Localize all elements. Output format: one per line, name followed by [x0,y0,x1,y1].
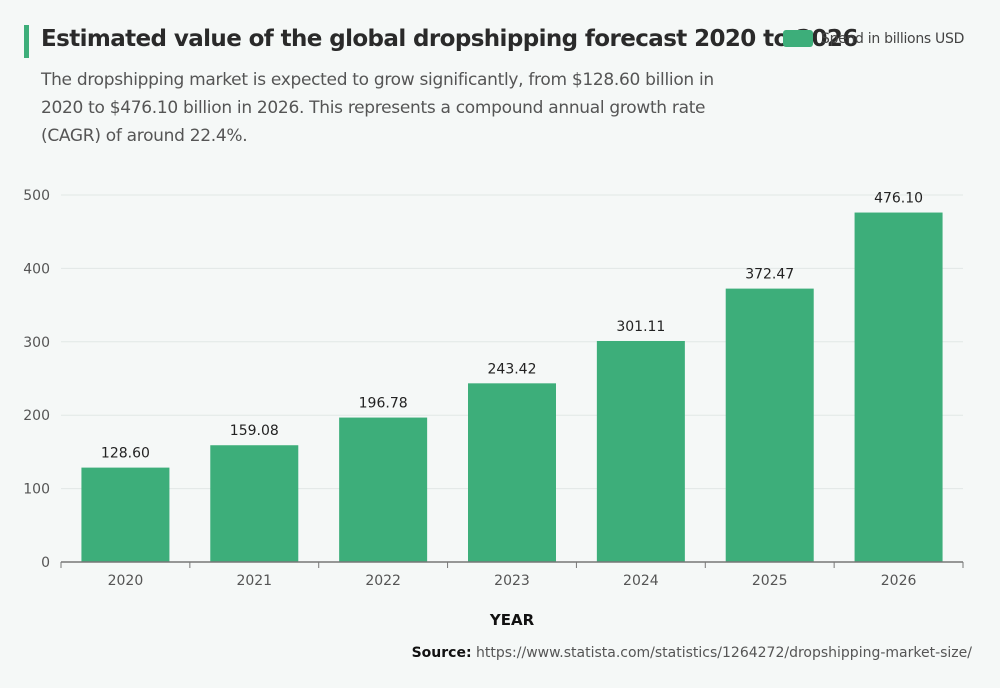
data-label-2020: 128.60 [101,446,150,462]
source-label: Source: [411,645,472,661]
chart-subtitle: The dropshipping market is expected to g… [41,70,714,146]
data-label-2026: 476.10 [874,191,923,207]
x-tick-label: 2021 [236,573,272,589]
title-accent-bar [24,25,29,58]
bar-2024 [596,340,685,562]
source-url[interactable]: https://www.statista.com/statistics/1264… [476,645,972,661]
data-label-2022: 196.78 [359,396,408,412]
x-tick-label: 2024 [623,573,659,589]
bar-2023 [468,383,556,562]
y-tick-label: 200 [23,408,50,424]
chart-title: Estimated value of the global dropshippi… [41,26,858,52]
bar-2020 [81,467,170,562]
legend-swatch [783,30,813,47]
legend-label: Spend in billions USD [821,30,965,47]
x-tick-label: 2025 [752,573,788,589]
x-axis-title: YEAR [489,611,535,629]
data-label-2021: 159.08 [230,423,279,439]
bar-2025 [725,288,814,562]
bar-2022 [339,417,428,562]
data-label-2024: 301.11 [616,319,665,335]
y-tick-label: 100 [23,482,50,498]
y-tick-label: 400 [23,261,50,277]
data-label-2023: 243.42 [488,361,537,377]
bar-2026 [854,212,943,562]
y-tick-label: 0 [41,555,50,571]
data-label-2025: 372.47 [745,267,794,283]
bar-2021 [210,445,299,562]
x-tick-label: 2026 [881,573,917,589]
x-tick-label: 2020 [108,573,144,589]
source-line: Source: https://www.statista.com/statist… [412,645,972,661]
y-tick-label: 500 [23,188,50,204]
legend: Spend in billions USD [783,30,964,47]
y-tick-label: 300 [23,335,50,351]
x-tick-label: 2023 [494,573,530,589]
x-tick-label: 2022 [365,573,401,589]
